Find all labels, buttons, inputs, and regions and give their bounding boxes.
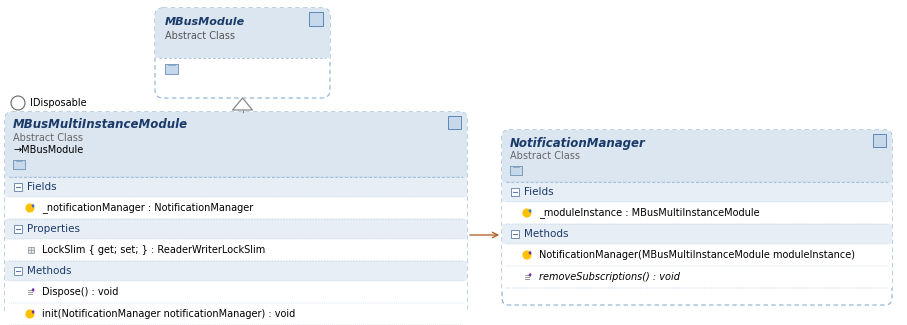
Circle shape xyxy=(26,204,34,212)
Polygon shape xyxy=(32,310,34,314)
Text: NotificationManager(MBusMultiInstanceModule moduleInstance): NotificationManager(MBusMultiInstanceMod… xyxy=(539,250,855,260)
Text: IDisposable: IDisposable xyxy=(30,98,87,108)
Bar xyxy=(5,169,467,177)
Text: init(NotificationManager notificationManager) : void: init(NotificationManager notificationMan… xyxy=(42,309,296,319)
Bar xyxy=(5,303,467,325)
Polygon shape xyxy=(232,98,252,110)
Text: LockSlim { get; set; } : ReaderWriterLockSlim: LockSlim { get; set; } : ReaderWriterLoc… xyxy=(42,245,265,255)
Bar xyxy=(5,239,467,261)
Bar xyxy=(502,174,892,182)
Text: Fields: Fields xyxy=(524,187,553,197)
Bar xyxy=(510,166,522,175)
Text: Abstract Class: Abstract Class xyxy=(165,31,235,41)
Bar xyxy=(502,266,892,288)
Bar xyxy=(5,197,467,219)
Bar xyxy=(5,261,467,281)
Text: Methods: Methods xyxy=(524,229,569,239)
Bar xyxy=(5,177,467,197)
Circle shape xyxy=(523,209,531,217)
Bar xyxy=(13,160,24,169)
Text: →MBusModule: →MBusModule xyxy=(13,145,83,155)
Text: Fields: Fields xyxy=(27,182,56,192)
Bar xyxy=(155,49,330,58)
Polygon shape xyxy=(529,273,532,277)
Bar xyxy=(14,225,22,233)
Bar xyxy=(502,182,892,202)
Text: MBusModule: MBusModule xyxy=(165,17,245,27)
Bar xyxy=(511,188,519,196)
Text: Methods: Methods xyxy=(27,266,72,276)
Bar xyxy=(502,244,892,266)
Text: Dispose() : void: Dispose() : void xyxy=(42,287,119,297)
Polygon shape xyxy=(32,288,34,292)
Bar xyxy=(28,247,34,253)
FancyBboxPatch shape xyxy=(502,130,892,305)
Bar xyxy=(511,230,519,238)
FancyBboxPatch shape xyxy=(5,112,467,317)
FancyBboxPatch shape xyxy=(502,130,892,182)
Polygon shape xyxy=(529,209,532,213)
Bar xyxy=(502,224,892,244)
Bar xyxy=(873,134,885,147)
Text: _moduleInstance : MBusMultiInstanceModule: _moduleInstance : MBusMultiInstanceModul… xyxy=(539,208,760,218)
Polygon shape xyxy=(32,204,34,208)
Bar xyxy=(5,219,467,239)
Circle shape xyxy=(523,251,531,259)
Text: Abstract Class: Abstract Class xyxy=(13,133,83,143)
FancyBboxPatch shape xyxy=(5,112,467,177)
Text: _notificationManager : NotificationManager: _notificationManager : NotificationManag… xyxy=(42,202,253,214)
Bar xyxy=(14,267,22,275)
Bar xyxy=(502,202,892,224)
FancyBboxPatch shape xyxy=(155,8,330,58)
Text: MBusMultiInstanceModule: MBusMultiInstanceModule xyxy=(13,119,188,132)
Text: NotificationManager: NotificationManager xyxy=(510,136,646,150)
Bar xyxy=(14,183,22,191)
Text: Abstract Class: Abstract Class xyxy=(510,151,580,161)
Text: removeSubscriptions() : void: removeSubscriptions() : void xyxy=(539,272,680,282)
Bar xyxy=(447,116,461,129)
Bar xyxy=(5,281,467,303)
Polygon shape xyxy=(529,251,532,255)
Text: Properties: Properties xyxy=(27,224,80,234)
Circle shape xyxy=(26,310,34,318)
Bar xyxy=(165,63,178,73)
Bar xyxy=(309,12,323,26)
FancyBboxPatch shape xyxy=(155,8,330,98)
